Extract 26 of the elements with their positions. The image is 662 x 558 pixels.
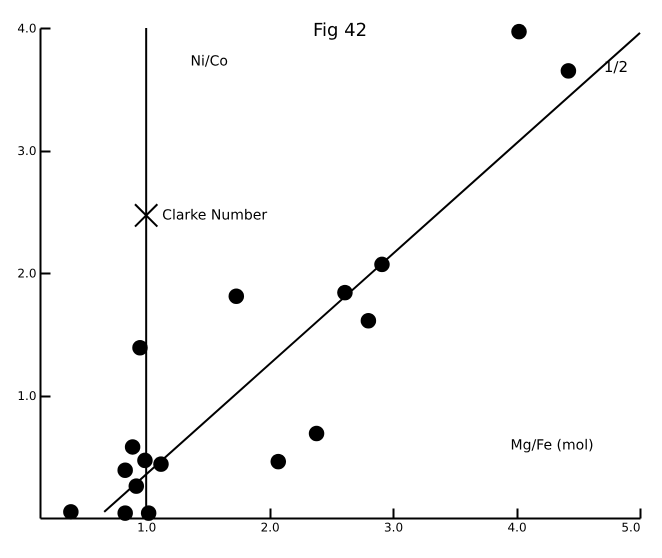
x-tick-label: 2.0 (260, 520, 280, 534)
point (140, 505, 156, 521)
y-tick-label: 3.0 (17, 144, 36, 158)
y-tick-label: 4.0 (17, 22, 36, 36)
point (117, 462, 133, 478)
point (63, 504, 79, 520)
x-tick-label: 3.0 (384, 520, 404, 534)
point (308, 426, 324, 442)
x-tick-label: 4.0 (507, 520, 527, 534)
y-tick-label: 1.0 (17, 389, 36, 403)
point (117, 505, 133, 521)
y-axis-title: Ni/Co (190, 54, 228, 70)
x-tick-label: 1.0 (137, 520, 156, 534)
point (270, 454, 286, 470)
point (132, 340, 148, 356)
point (134, 203, 158, 228)
point (560, 63, 576, 79)
point (511, 24, 527, 40)
point (360, 313, 376, 329)
x-axis-title: Mg/Fe (mol) (510, 438, 594, 454)
y-tick-label: 2.0 (17, 266, 36, 280)
chart-title: Fig 42 (312, 20, 368, 41)
point (228, 288, 244, 304)
x-tick-label: 5.0 (621, 520, 640, 534)
point (124, 439, 140, 455)
series-label: Clarke Number (162, 207, 268, 224)
